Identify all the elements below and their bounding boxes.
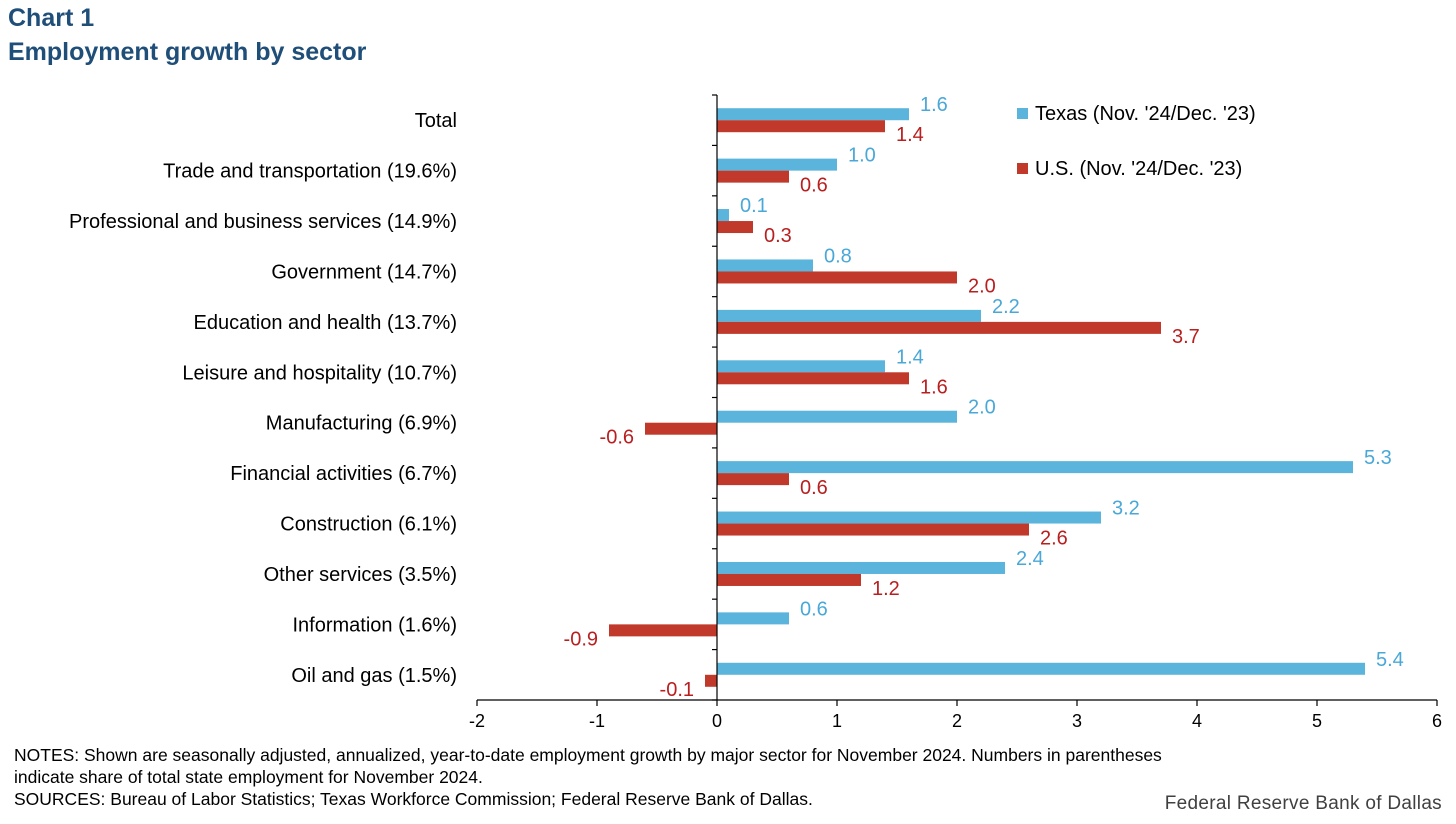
- texas-bar: [717, 612, 789, 625]
- sources-line: SOURCES: Bureau of Labor Statistics; Tex…: [14, 789, 813, 809]
- texas-data-label: 0.8: [824, 245, 852, 267]
- x-tick-label: 6: [1432, 711, 1442, 731]
- category-label: Leisure and hospitality (10.7%): [182, 362, 457, 384]
- us-data-label: 2.0: [968, 275, 996, 297]
- brand-text: Federal Reserve Bank of Dallas: [1164, 793, 1442, 814]
- x-tick-label: 0: [712, 711, 722, 731]
- texas-data-label: 1.0: [848, 145, 876, 167]
- x-tick-label: 5: [1312, 711, 1322, 731]
- us-data-label: 0.6: [800, 477, 828, 499]
- texas-data-label: 2.2: [992, 296, 1020, 318]
- us-bar: [717, 170, 789, 183]
- x-tick-label: -2: [469, 711, 485, 731]
- category-label: Professional and business services (14.9…: [69, 211, 457, 233]
- legend-label-us: U.S. (Nov. '24/Dec. '23): [1035, 158, 1242, 180]
- us-bar: [717, 271, 957, 284]
- bar-chart: Total Trade and transportation (19.6%) Pro…: [69, 94, 1442, 731]
- category-label: Construction (6.1%): [280, 514, 457, 536]
- us-data-label: 1.4: [896, 124, 924, 146]
- texas-bar: [717, 511, 1101, 524]
- us-bar: [717, 473, 789, 486]
- chart-title: Employment growth by sector: [8, 38, 367, 66]
- texas-data-label: 3.2: [1112, 498, 1140, 520]
- texas-data-label: 5.3: [1364, 447, 1392, 469]
- category-label: Information (1.6%): [292, 614, 457, 636]
- x-tick-label: 3: [1072, 711, 1082, 731]
- us-bar: [717, 372, 909, 385]
- legend-swatch-us: [1017, 163, 1028, 174]
- us-data-label: 3.7: [1172, 326, 1200, 348]
- texas-bar: [717, 259, 813, 272]
- us-data-label: 1.6: [920, 376, 948, 398]
- category-label: Trade and transportation (19.6%): [163, 161, 457, 183]
- texas-data-label: 5.4: [1376, 649, 1404, 671]
- notes-line-1: NOTES: Shown are seasonally adjusted, an…: [14, 745, 1162, 765]
- legend-label-texas: Texas (Nov. '24/Dec. '23): [1035, 103, 1256, 125]
- us-data-label: -0.6: [600, 427, 634, 449]
- us-bar: [717, 523, 1029, 536]
- texas-data-label: 2.0: [968, 397, 996, 419]
- category-label: Oil and gas (1.5%): [291, 665, 457, 687]
- us-data-label: 0.3: [764, 225, 792, 247]
- us-bar: [705, 674, 717, 687]
- texas-data-label: 0.6: [800, 598, 828, 620]
- texas-bar: [717, 360, 885, 373]
- texas-bar: [717, 309, 981, 322]
- texas-bar: [717, 158, 837, 171]
- us-data-label: 2.6: [1040, 528, 1068, 550]
- legend-swatch-texas: [1017, 108, 1028, 119]
- texas-bar: [717, 561, 1005, 574]
- x-tick-label: 2: [952, 711, 962, 731]
- us-data-label: 0.6: [800, 175, 828, 197]
- us-bar: [717, 120, 885, 133]
- category-label: Total: [415, 110, 457, 132]
- us-bar: [717, 573, 861, 586]
- us-data-label: -0.1: [660, 679, 694, 701]
- texas-bar: [717, 108, 909, 121]
- category-label: Other services (3.5%): [264, 564, 457, 586]
- category-label: Manufacturing (6.9%): [266, 413, 457, 435]
- x-tick-label: -1: [589, 711, 605, 731]
- x-tick-label: 4: [1192, 711, 1202, 731]
- texas-bar: [717, 209, 729, 222]
- texas-bar: [717, 662, 1365, 675]
- us-data-label: -0.9: [564, 628, 598, 650]
- texas-data-label: 2.4: [1016, 548, 1044, 570]
- texas-data-label: 1.4: [896, 346, 924, 368]
- texas-data-label: 0.1: [740, 195, 768, 217]
- us-bar: [717, 221, 753, 234]
- us-bar: [645, 422, 717, 435]
- category-label: Government (14.7%): [271, 261, 457, 283]
- us-bar: [717, 321, 1161, 334]
- texas-data-label: 1.6: [920, 94, 948, 116]
- notes-line-2: indicate share of total state employment…: [14, 767, 483, 787]
- texas-bar: [717, 410, 957, 423]
- category-label: Financial activities (6.7%): [230, 463, 457, 485]
- texas-bar: [717, 461, 1353, 474]
- chart-notes: NOTES: Shown are seasonally adjusted, an…: [14, 744, 1434, 810]
- category-label: Education and health (13.7%): [193, 312, 457, 334]
- us-data-label: 1.2: [872, 578, 900, 600]
- us-bar: [609, 624, 717, 637]
- chart-number: Chart 1: [8, 4, 95, 32]
- x-tick-label: 1: [832, 711, 842, 731]
